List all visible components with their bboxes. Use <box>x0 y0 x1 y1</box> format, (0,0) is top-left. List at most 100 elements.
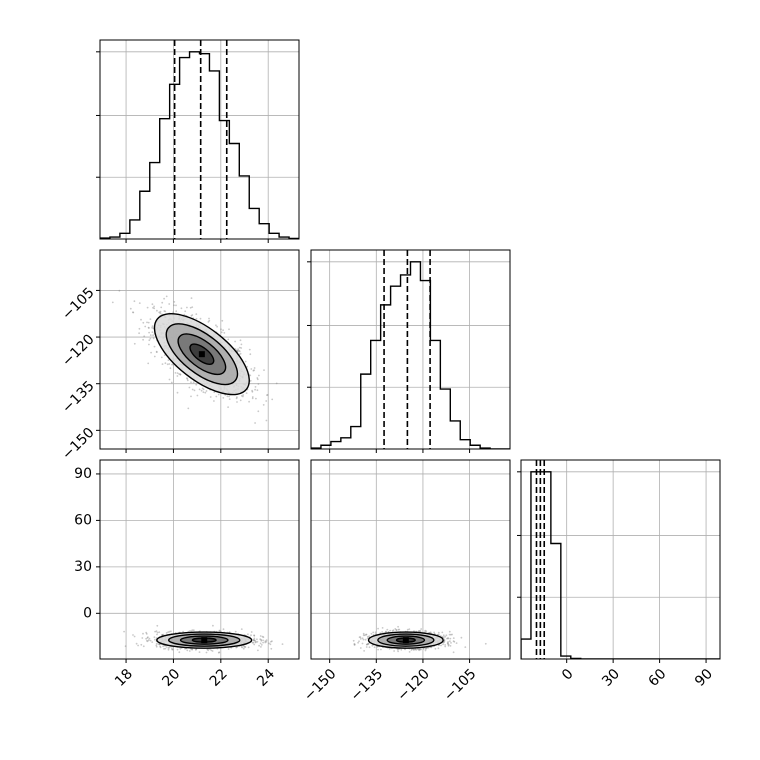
sample-point <box>261 635 264 638</box>
sample-point <box>253 643 256 646</box>
sample-point <box>430 646 433 649</box>
density-peak <box>201 637 208 644</box>
sample-point <box>262 639 264 642</box>
sample-point <box>222 329 225 332</box>
sample-point <box>392 629 395 631</box>
sample-point <box>236 396 238 399</box>
sample-point <box>236 350 239 352</box>
sample-point <box>450 642 452 644</box>
sample-point <box>443 639 446 642</box>
sample-point <box>252 369 255 372</box>
sample-point <box>140 643 143 646</box>
sample-point <box>211 650 214 652</box>
sample-point <box>188 386 191 389</box>
sample-point <box>212 624 214 627</box>
sample-point <box>252 639 255 642</box>
sample-point <box>169 367 172 370</box>
sample-point <box>222 397 225 399</box>
sample-point <box>162 633 165 636</box>
sample-point <box>208 319 211 322</box>
sample-point <box>148 339 151 342</box>
sample-point <box>256 640 259 643</box>
sample-point <box>447 644 450 647</box>
sample-point <box>171 647 173 650</box>
sample-point <box>154 630 157 633</box>
sample-point <box>192 629 195 632</box>
sample-point <box>163 648 165 650</box>
y-tick-label: 60 <box>74 512 92 528</box>
sample-point <box>191 388 194 391</box>
sample-point <box>441 631 444 634</box>
sample-point <box>156 633 158 636</box>
sample-point <box>239 339 242 342</box>
sample-point <box>433 631 435 634</box>
sample-point <box>451 633 453 636</box>
sample-point <box>184 647 186 650</box>
sample-point <box>194 648 197 651</box>
sample-point <box>249 353 252 356</box>
sample-point <box>449 645 452 647</box>
sample-point <box>240 645 243 648</box>
sample-point <box>151 641 154 643</box>
sample-point <box>254 388 256 391</box>
sample-point <box>249 374 252 377</box>
sample-point <box>370 632 373 635</box>
sample-point <box>153 355 156 358</box>
density-peak <box>402 637 409 644</box>
sample-point <box>377 648 379 651</box>
contour-line <box>165 323 239 386</box>
sample-point <box>176 375 179 377</box>
sample-point <box>155 351 158 353</box>
y-tick-label: −120 <box>59 331 98 370</box>
sample-point <box>248 400 251 403</box>
sample-point <box>257 383 260 385</box>
sample-point <box>412 648 415 651</box>
sample-point <box>142 321 145 324</box>
sample-point <box>394 628 397 630</box>
sample-point <box>362 632 365 635</box>
panel-1-1 <box>307 249 511 453</box>
sample-point <box>147 639 150 642</box>
sample-point <box>266 394 269 396</box>
sample-point <box>210 649 213 652</box>
sample-point <box>143 335 146 338</box>
sample-point <box>132 311 135 314</box>
sample-point <box>452 640 455 642</box>
sample-point <box>415 648 418 651</box>
sample-point <box>426 647 428 649</box>
sample-point <box>124 645 127 648</box>
sample-point <box>190 381 192 384</box>
sample-point <box>429 631 432 634</box>
sample-point <box>264 640 267 643</box>
sample-point <box>237 349 240 352</box>
sample-point <box>249 379 252 382</box>
sample-point <box>221 319 224 322</box>
sample-point <box>175 304 177 307</box>
sample-point <box>161 363 164 365</box>
sample-point <box>227 648 230 650</box>
sample-point <box>256 378 259 381</box>
sample-point <box>176 372 179 374</box>
x-tick-label: −105 <box>441 666 480 705</box>
sample-point <box>395 629 398 631</box>
sample-point <box>199 317 202 320</box>
sample-point <box>133 635 136 638</box>
sample-point <box>195 648 198 651</box>
sample-point <box>188 650 191 652</box>
sample-point <box>189 630 191 632</box>
sample-point <box>168 303 171 305</box>
panel-frame <box>99 249 300 450</box>
panel-2-0: 0 30 60 90 18 20 22 24 <box>74 459 300 690</box>
sample-point <box>142 645 145 648</box>
sample-point <box>241 646 244 649</box>
sample-point <box>162 645 165 648</box>
sample-point <box>253 367 256 369</box>
sample-point <box>248 348 251 351</box>
sample-point <box>244 360 247 363</box>
sample-point <box>396 648 399 651</box>
sample-point <box>157 643 160 645</box>
sample-point <box>270 640 272 643</box>
histogram-step <box>100 51 299 239</box>
sample-point <box>189 306 192 309</box>
